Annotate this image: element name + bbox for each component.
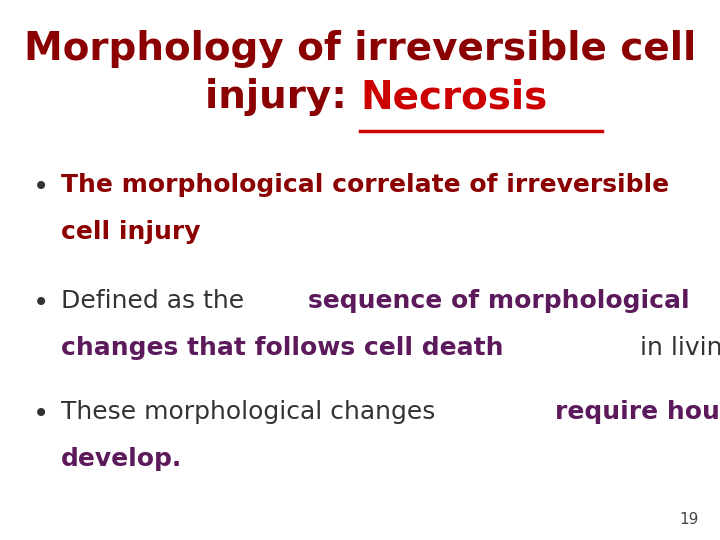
- Text: •: •: [32, 400, 49, 428]
- Text: 19: 19: [679, 511, 698, 526]
- Text: require hours to: require hours to: [554, 400, 720, 423]
- Text: changes that follows cell death: changes that follows cell death: [61, 336, 504, 360]
- Text: These morphological changes: These morphological changes: [61, 400, 444, 423]
- Text: Necrosis: Necrosis: [360, 78, 547, 116]
- Text: in living tissue: in living tissue: [632, 336, 720, 360]
- Text: Defined as the: Defined as the: [61, 289, 252, 313]
- Text: cell injury: cell injury: [61, 220, 201, 244]
- Text: sequence of morphological: sequence of morphological: [308, 289, 690, 313]
- Text: •: •: [32, 289, 49, 317]
- Text: develop.: develop.: [61, 447, 182, 471]
- Text: Morphology of irreversible cell: Morphology of irreversible cell: [24, 30, 696, 68]
- Text: injury:: injury:: [204, 78, 360, 116]
- Text: The morphological correlate of irreversible: The morphological correlate of irreversi…: [61, 173, 670, 197]
- Text: •: •: [32, 173, 49, 201]
